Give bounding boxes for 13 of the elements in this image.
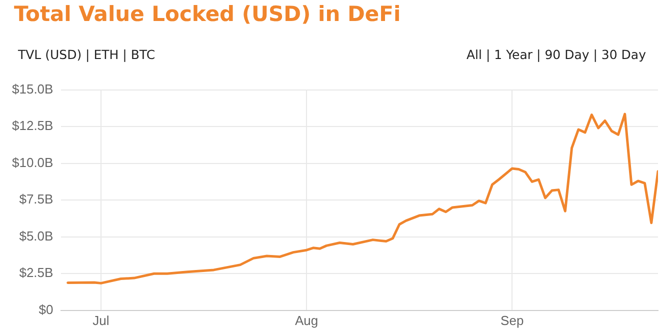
text: All | 1 Year | 90 Day | 30 Day: [466, 47, 646, 62]
x-tick-label: Sep: [500, 312, 524, 328]
y-tick-label: $15.0B: [12, 81, 54, 96]
text: TVL (USD) | ETH | BTC: [18, 47, 156, 62]
chart-title: Total Value Locked (USD) in DeFi: [14, 2, 401, 26]
y-tick-label: $7.5B: [19, 192, 54, 207]
y-tick-label: $12.5B: [12, 118, 54, 134]
y-tick-label: $10.0B: [12, 154, 54, 170]
y-tick-label: $0: [38, 302, 54, 317]
x-tick-label: Aug: [294, 312, 318, 328]
x-tick-label: Jul: [92, 312, 110, 328]
y-tick-label: $5.0B: [19, 228, 54, 244]
y-tick-label: $2.5B: [19, 265, 54, 280]
